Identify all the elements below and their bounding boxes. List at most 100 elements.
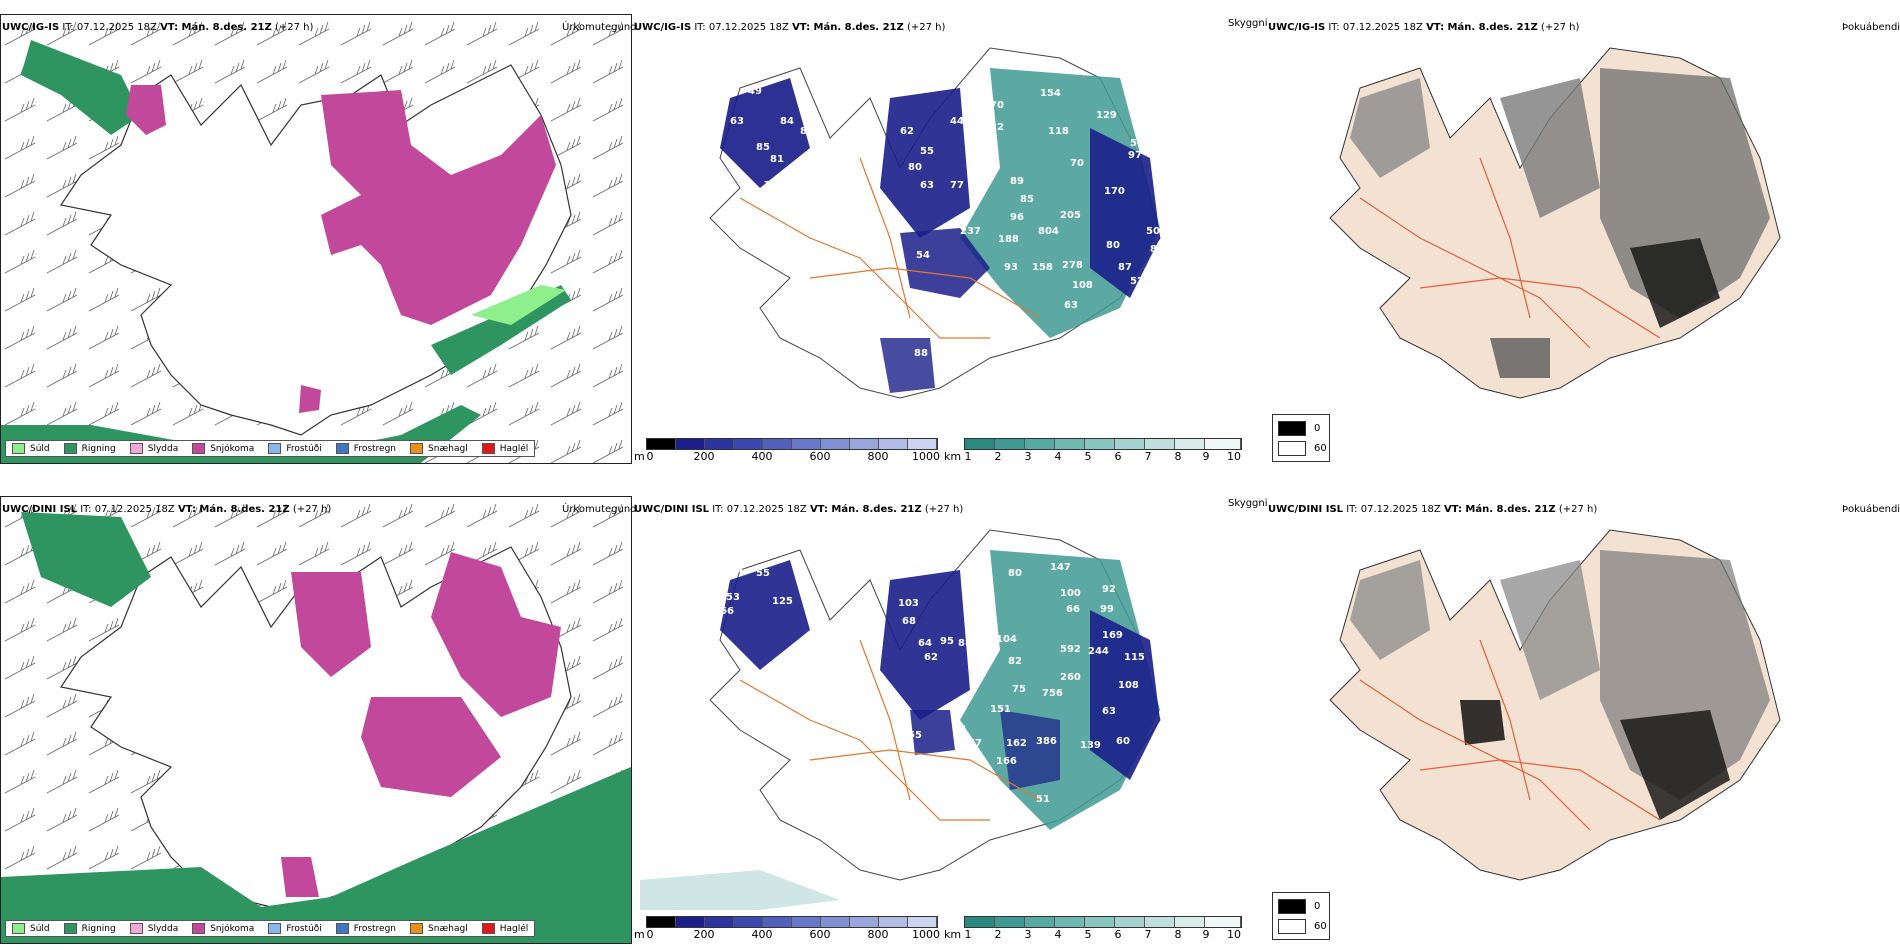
panel-title: Úrkomutegund bbox=[562, 504, 637, 515]
panel-header: UWC/IG-IS IT: 07.12.2025 18Z VT: Mán. 8.… bbox=[634, 22, 945, 33]
swatch-snow bbox=[192, 923, 206, 934]
vis-label: 92 bbox=[1102, 584, 1116, 595]
vis-label: 70 bbox=[1070, 158, 1084, 169]
swatch-snow-pellets bbox=[410, 923, 424, 934]
legend-label: Snjókoma bbox=[210, 923, 255, 934]
vis-label: 66 bbox=[720, 606, 734, 617]
tick-label: 10 bbox=[1227, 928, 1241, 941]
tick-label: 0 bbox=[646, 928, 654, 941]
legend-item: Slydda bbox=[129, 443, 178, 454]
rain-area bbox=[1, 767, 631, 943]
legend-label: Frostregn bbox=[353, 443, 397, 454]
vis-label: 84 bbox=[1150, 244, 1164, 255]
vis-label: 278 bbox=[1062, 260, 1083, 271]
precip-legend-1: Súld Rigning Slydda Snjókoma Frostúði Fr… bbox=[5, 440, 536, 457]
swatch-hail bbox=[481, 443, 495, 454]
vis-label: 592 bbox=[1060, 644, 1081, 655]
vis-label: 57 bbox=[1130, 138, 1144, 149]
tick-label: 2 bbox=[994, 928, 1002, 941]
fog-legend-row: 60 bbox=[1278, 919, 1327, 934]
tick-label: 8 bbox=[1174, 928, 1182, 941]
fog-area bbox=[1500, 78, 1600, 218]
colorbar-unit: m bbox=[634, 450, 645, 463]
tick-label: 2 bbox=[994, 450, 1002, 463]
lead-time: (+27 h) bbox=[906, 22, 946, 33]
model-name: UWC/IG-IS bbox=[2, 22, 60, 33]
vis-label: 97 bbox=[1128, 150, 1142, 161]
vis-label: 87 bbox=[1118, 262, 1132, 273]
valid-time: VT: Mán. 8.des. 21Z bbox=[1426, 22, 1538, 33]
low-visibility-area bbox=[720, 560, 810, 670]
panel-header: UWC/DINI ISL IT: 07.12.2025 18Z VT: Mán.… bbox=[1268, 504, 1597, 515]
init-time: IT: 07.12.2025 18Z bbox=[1328, 22, 1423, 33]
init-time: IT: 07.12.2025 18Z bbox=[694, 22, 789, 33]
rain-area bbox=[21, 40, 141, 135]
vis-label: 108 bbox=[1118, 680, 1139, 691]
panel-header: UWC/IG-IS IT: 07.12.2025 18Z VT: Mán. 8.… bbox=[1268, 22, 1579, 33]
fog-legend-label: 0 bbox=[1314, 901, 1321, 912]
swatch-drizzle bbox=[12, 443, 25, 454]
vis-label: 52 bbox=[1130, 276, 1144, 287]
swatch-snow-pellets bbox=[410, 443, 424, 454]
km-colorbar-boxes bbox=[964, 916, 1242, 928]
fog-area bbox=[1620, 710, 1730, 820]
swatch-rain bbox=[63, 443, 77, 454]
vis-label: 139 bbox=[1080, 740, 1101, 751]
tick-label: 3 bbox=[1024, 928, 1032, 941]
fog-legend-label: 0 bbox=[1314, 423, 1321, 434]
vis-label: 89 bbox=[1010, 176, 1024, 187]
valid-time: VT: Mán. 8.des. 21Z bbox=[809, 504, 922, 515]
precip-type-panel-2: Súld Rigning Slydda Snjókoma Frostúði Fr… bbox=[0, 496, 632, 944]
precip-map-2 bbox=[1, 497, 631, 943]
vis-label: 205 bbox=[1060, 210, 1081, 221]
vis-label: 63 bbox=[920, 180, 934, 191]
precip-legend-2: Súld Rigning Slydda Snjókoma Frostúði Fr… bbox=[5, 920, 536, 937]
vis-label: 80 bbox=[1106, 240, 1120, 251]
vis-label: 50 bbox=[1146, 226, 1160, 237]
visibility-area bbox=[640, 870, 840, 910]
tick-label: 1000 bbox=[912, 928, 940, 941]
legend-label: Snæhagl bbox=[428, 443, 468, 454]
swatch-sleet bbox=[129, 443, 143, 454]
height-colorbar-2: m 0 200 400 600 800 1000 bbox=[634, 916, 940, 942]
low-visibility-area bbox=[910, 710, 955, 755]
fog-legend-row: 0 bbox=[1278, 421, 1320, 436]
init-time: IT: 07.12.2025 18Z bbox=[712, 504, 807, 515]
vis-label: 68 bbox=[902, 616, 916, 627]
vis-label: 170 bbox=[1104, 186, 1125, 197]
vis-label: 115 bbox=[1124, 652, 1145, 663]
fog-legend-row: 60 bbox=[1278, 441, 1327, 456]
legend-item: Frostúði bbox=[268, 443, 322, 454]
vis-label: 82 bbox=[1008, 656, 1022, 667]
km-colorbar-2: km 1 2 3 4 5 6 7 8 9 10 bbox=[944, 916, 1244, 942]
km-colorbar-boxes bbox=[964, 438, 1242, 450]
fog-swatch-light bbox=[1278, 441, 1306, 456]
vis-label: 188 bbox=[998, 234, 1019, 245]
swatch-rain bbox=[63, 923, 77, 934]
legend-item: Rigning bbox=[63, 923, 116, 934]
snow-area bbox=[321, 90, 556, 325]
legend-label: Frostúði bbox=[286, 923, 322, 934]
road-network bbox=[739, 157, 1041, 339]
height-colorbar-1: m 0 200 400 600 800 1000 bbox=[634, 438, 940, 464]
vis-label: 100 bbox=[1060, 588, 1081, 599]
vis-label: 88 bbox=[958, 638, 972, 649]
low-visibility-area bbox=[880, 88, 970, 238]
vis-label: 85 bbox=[756, 142, 770, 153]
row-2: Súld Rigning Slydda Snjókoma Frostúði Fr… bbox=[0, 480, 1900, 950]
vis-label: 162 bbox=[1006, 738, 1027, 749]
tick-label: 6 bbox=[1114, 928, 1122, 941]
precip-type-panel-1: Súld Rigning Slydda Snjókoma Frostúði Fr… bbox=[0, 14, 632, 464]
vis-label: 55 bbox=[908, 730, 922, 741]
drizzle-area bbox=[471, 285, 566, 325]
tick-label: 7 bbox=[1144, 928, 1152, 941]
vis-label: 237 bbox=[960, 226, 981, 237]
km-colorbar-1: km 1 2 3 4 5 6 7 8 9 10 bbox=[944, 438, 1244, 464]
tick-label: 400 bbox=[751, 928, 773, 941]
tick-label: 200 bbox=[693, 450, 715, 463]
panel-header: UWC/IG-IS IT: 07.12.2025 18Z VT: Mán. 8.… bbox=[2, 22, 313, 33]
legend-label: Frostúði bbox=[286, 443, 322, 454]
panel-title: Skyggni bbox=[1228, 498, 1268, 509]
snow-area bbox=[281, 857, 319, 897]
vis-label: 96 bbox=[940, 850, 954, 861]
